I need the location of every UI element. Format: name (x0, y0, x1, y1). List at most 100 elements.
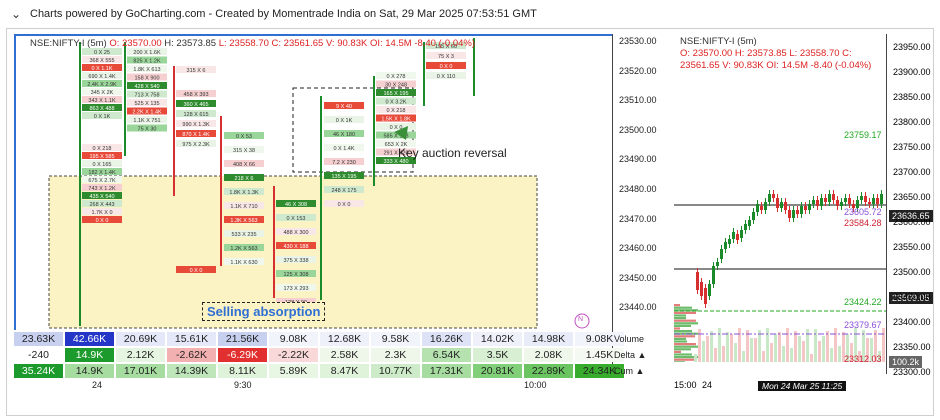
footprint-cell (324, 200, 364, 207)
volume-bar (874, 330, 877, 362)
volume-profile-bar (674, 314, 686, 317)
footprint-cell (82, 208, 122, 215)
footprint-cell-label: 585 X 193 (383, 134, 408, 140)
candle-body (712, 266, 715, 284)
footprint-cell (426, 72, 466, 79)
level-label-5: 23379.67 (844, 320, 882, 330)
footprint-cell-label: 533 X 235 (231, 232, 256, 238)
volume-bar (778, 332, 781, 362)
candle-body (756, 204, 759, 212)
price-tick: 23480.00 (619, 184, 657, 194)
candle-body (880, 194, 883, 204)
volume-bar (858, 351, 861, 362)
volume-bar (854, 328, 857, 362)
candle-body (760, 206, 763, 210)
candle-body (808, 204, 811, 210)
volume-bar (878, 351, 881, 362)
price-tick: 23350.00 (893, 342, 931, 352)
volume-profile-bar (674, 337, 686, 340)
footprint-cell-label: 0 X 53 (236, 134, 252, 140)
footprint-cell (176, 110, 216, 117)
footprint-cell-label: 7.2 X 230 (332, 160, 356, 166)
footprint-chart[interactable]: NSE:NIFTY-I (5m) O: 23570.00 H: 23573.85… (14, 34, 612, 330)
price-tick: 23460.00 (619, 243, 657, 254)
footprint-cell (176, 66, 216, 73)
cum-cell: 8.11K (218, 364, 267, 378)
time-label: 15:00 (674, 380, 697, 390)
candlestick-header: NSE:NIFTY-I (5m) O: 23570.00 H: 23573.85… (680, 36, 872, 71)
footprint-cell (376, 140, 416, 147)
price-tick: 23500.00 (893, 267, 931, 277)
volume-bar (750, 338, 753, 362)
footprint-cell (224, 160, 264, 167)
footprint-cell-label: 135 X 195 (331, 174, 356, 180)
volume-label: Volume (614, 334, 645, 344)
candle-body (764, 202, 767, 210)
footprint-cell (324, 102, 364, 109)
volume-bar (790, 348, 793, 362)
footprint-cell (376, 72, 416, 79)
candle-body (740, 230, 743, 238)
footprint-cell-label: 268 X 443 (89, 202, 114, 208)
volume-profile-bar (674, 343, 696, 346)
candlestick-svg (674, 190, 886, 362)
footprint-cell-label: 46 X 308 (285, 202, 307, 208)
candle-body (848, 198, 851, 204)
n-marker[interactable]: N (578, 316, 584, 323)
volume-profile-bar (674, 345, 698, 348)
volume-profile-bar (674, 356, 698, 359)
candlestick-chart[interactable]: NSE:NIFTY-I (5m) O: 23570.00 H: 23573.85… (674, 34, 886, 362)
footprint-cell (426, 52, 466, 59)
footprint-cell-label: 2.2K X 1.4K (132, 110, 162, 116)
volume-profile-bar (674, 306, 692, 309)
cum-cell: 24.34K (575, 364, 624, 378)
chart-credit-text: Charts powered by GoCharting.com - Creat… (30, 8, 537, 20)
price-tick: 23510.00 (619, 95, 657, 106)
volume-cell: 21.56K (218, 332, 267, 346)
footprint-cell-label: 0 X 1.4K (333, 146, 354, 152)
footprint-cell-label: 975 X 2.3K (182, 142, 210, 148)
delta-label[interactable]: Delta ▲ (614, 350, 647, 360)
footprint-cell-label: 0 X 218 (93, 146, 112, 152)
cum-label[interactable]: Cum ▲ (614, 366, 645, 376)
footprint-cell (224, 230, 264, 237)
footprint-cell-label: 343 X 1.1K (88, 98, 116, 104)
footprint-cell-label: 360 X 465 (183, 102, 208, 108)
volume-bar (842, 332, 845, 362)
candle-body (872, 198, 875, 204)
volume-profile-bar (674, 324, 691, 327)
candle-body (836, 200, 839, 206)
level-label-3: 23584.28 (844, 218, 882, 228)
footprint-cell (127, 116, 167, 123)
footprint-cell (276, 228, 316, 235)
footprint-cell (324, 172, 364, 179)
footprint-cell (426, 42, 466, 49)
footprint-cell-label: 1.8K X 1.3K (229, 190, 259, 196)
footprint-cell-label: 0 X 1K (94, 114, 111, 120)
footprint-cell (376, 89, 416, 96)
volume-bar (710, 331, 713, 362)
footprint-cell (82, 56, 122, 63)
footprint-cell-label: 0 X 1.1K (91, 66, 112, 72)
footprint-cell-label: 248 X 175 (331, 188, 356, 194)
candle-body (832, 194, 835, 200)
footprint-cell-label: 375 X 338 (283, 258, 308, 264)
volume-bar (846, 334, 849, 362)
footprint-cell (224, 146, 264, 153)
footprint-cell-label: 0 X 153 (287, 216, 306, 222)
volume-bar (818, 341, 821, 362)
footprint-cell-label: 0 X 3.2K (385, 100, 406, 106)
chevron-down-icon[interactable]: ⌄ (10, 7, 22, 21)
candle-body (800, 206, 803, 214)
footprint-cell-label: 1.5K X 1.8K (381, 117, 411, 123)
candlestick-panel: NSE:NIFTY-I (5m) O: 23570.00 H: 23573.85… (674, 34, 933, 410)
candle-body (792, 210, 795, 218)
footprint-cell (426, 62, 466, 69)
volume-profile-bar (674, 330, 692, 333)
footprint-cell-label: 182 X 1.4K (88, 170, 116, 176)
cum-cell: 5.89K (269, 364, 318, 378)
volume-profile-bar (674, 348, 691, 351)
selling-absorption-label: Selling absorption (202, 302, 326, 321)
footprint-cell (324, 116, 364, 123)
footprint-cell-label: 0 X 0 (440, 64, 453, 70)
